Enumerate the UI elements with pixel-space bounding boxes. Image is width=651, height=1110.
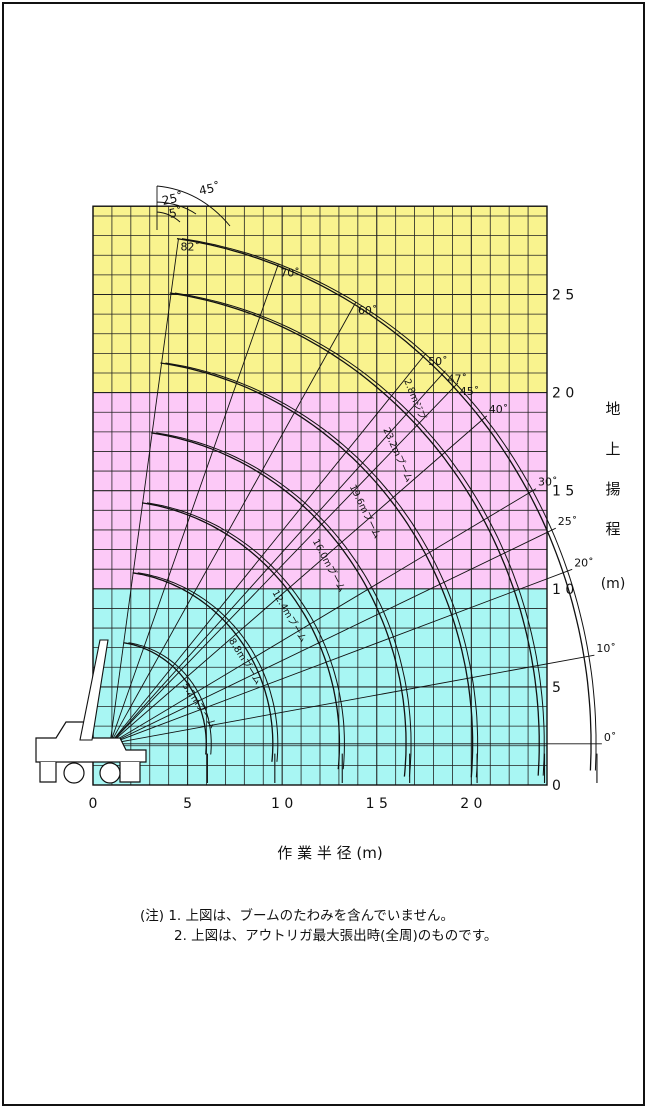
y-axis-title-char: 上: [605, 440, 620, 458]
boom-curve: [132, 572, 274, 762]
y-tick-label: 0: [552, 778, 561, 794]
x-tick-label: 1 0: [271, 796, 293, 812]
angle-label: 0˚: [604, 731, 617, 744]
boom-curve: [176, 237, 592, 771]
crane-truck-body: [39, 762, 57, 783]
boom-curve-outer: [128, 642, 212, 755]
angle-ray: [109, 370, 446, 745]
angle-label: 50˚: [428, 355, 448, 368]
y-tick-label: 1 5: [552, 484, 574, 500]
angle-label: 47˚: [447, 373, 467, 386]
plot-frame: [92, 205, 548, 786]
angle-ray: [109, 238, 179, 744]
boom-curve-outer: [181, 238, 597, 771]
y-axis-title-char: 地: [605, 400, 620, 418]
boom-curve: [123, 642, 207, 755]
jib-offset-label: 45˚: [198, 179, 222, 198]
boom-curve-outer: [165, 362, 479, 778]
crane-truck-body: [119, 762, 141, 783]
truck-wheel: [63, 762, 85, 784]
angle-label: 60˚: [358, 304, 378, 317]
y-axis-title-unit: (m): [601, 576, 626, 592]
crane-boom-base: [79, 639, 109, 741]
jib-offset-arcs: [156, 185, 231, 230]
angle-ray: [109, 654, 595, 745]
angle-label: 10˚: [596, 642, 616, 655]
angle-ray: [109, 568, 573, 745]
angle-ray: [109, 301, 357, 745]
angle-label: 20˚: [574, 556, 594, 569]
angle-ray: [109, 352, 427, 745]
y-axis-title-char: 揚: [605, 480, 620, 498]
angle-label: 30˚: [538, 476, 558, 489]
y-axis-title-char: 程: [605, 520, 620, 538]
notes: (注) 1. 上図は、ブームのたわみを含んでいません。 2. 上図は、アウトリガ…: [140, 906, 497, 946]
note-line-2: 2. 上図は、アウトリガ最大張出時(全周)のものです。: [174, 928, 498, 944]
boom-curve-outer: [156, 432, 412, 777]
angle-label: 70˚: [280, 266, 300, 279]
boom-curve-outer: [174, 292, 545, 776]
boom-curve: [160, 362, 474, 778]
boom-curve: [169, 292, 540, 776]
angle-ray: [109, 488, 537, 745]
x-tick-label: 0: [89, 796, 98, 812]
x-tick-label: 1 5: [366, 796, 388, 812]
y-tick-label: 2 0: [552, 386, 574, 402]
y-tick-label: 5: [552, 680, 561, 696]
y-tick-label: 2 5: [552, 288, 574, 304]
angle-label: 45˚: [460, 385, 480, 398]
angle-label: 40˚: [489, 403, 509, 416]
angle-ray: [109, 264, 279, 744]
boom-curve-outer: [146, 502, 345, 770]
x-tick-label: 5: [183, 796, 192, 812]
truck-wheel: [99, 762, 121, 784]
boom-curve-outer: [137, 572, 279, 762]
boom-curve: [151, 432, 407, 777]
angle-label: 82˚: [180, 241, 200, 254]
boom-curve: [141, 502, 341, 770]
note-line-1: (注) 1. 上図は、ブームのたわみを含んでいません。: [140, 908, 455, 924]
angle-label: 25˚: [558, 515, 578, 528]
y-tick-label: 1 0: [552, 582, 574, 598]
x-axis-title: 作 業 半 径 (m): [277, 844, 382, 862]
angle-ray: [109, 415, 488, 745]
angle-ray: [109, 382, 459, 745]
angle-ray: [109, 527, 556, 745]
x-tick-label: 2 0: [460, 796, 482, 812]
